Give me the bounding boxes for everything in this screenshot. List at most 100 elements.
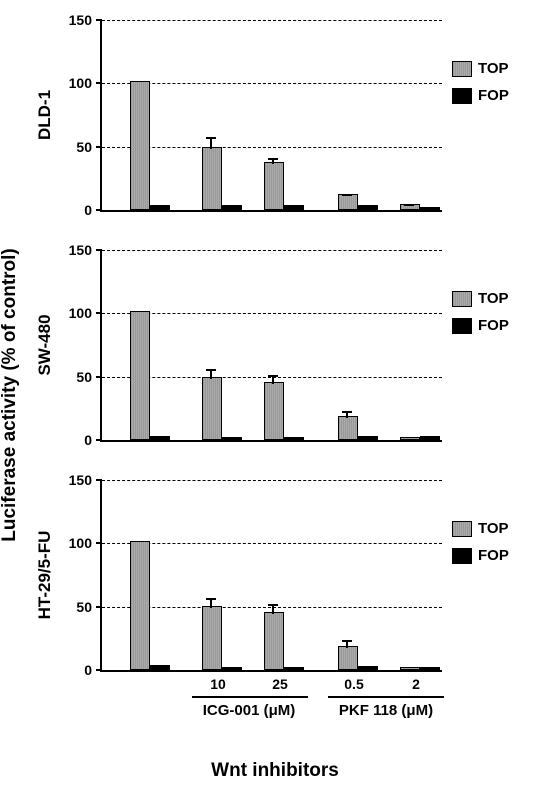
legend-item: FOP: [452, 87, 542, 104]
fop-bar: [150, 205, 170, 210]
fop-bar: [222, 667, 242, 670]
fop-bar: [222, 205, 242, 210]
fop-bar: [358, 666, 378, 670]
top-bar: [130, 541, 150, 670]
xgroup-label: PKF 118 (μM): [339, 702, 433, 719]
error-cap: [268, 158, 278, 160]
legend-label: TOP: [478, 290, 509, 307]
error-cap: [206, 137, 216, 139]
ytick-mark: [96, 669, 102, 671]
top-bar: [202, 377, 222, 440]
top-bar: [202, 606, 222, 670]
chart-panel: SW-480: [100, 250, 440, 440]
ytick-label: 50: [52, 599, 92, 615]
top-bar: [202, 147, 222, 210]
gridline: [102, 20, 442, 21]
xgroup-label: ICG-001 (μM): [203, 702, 296, 719]
ytick-mark: [96, 19, 102, 21]
top-bar: [338, 646, 358, 670]
legend-item: FOP: [452, 547, 542, 564]
top-bar: [130, 81, 150, 210]
gridline: [102, 313, 442, 314]
error-cap: [206, 369, 216, 371]
error-cap: [342, 640, 352, 642]
gridline: [102, 83, 442, 84]
xtick-label: 0.5: [344, 676, 363, 692]
fop-bar: [358, 436, 378, 440]
ytick-mark: [96, 542, 102, 544]
fop-bar: [284, 667, 304, 670]
ytick-mark: [96, 439, 102, 441]
fop-bar: [420, 207, 440, 210]
top-bar: [264, 162, 284, 210]
gridline: [102, 147, 442, 148]
fop-bar: [150, 665, 170, 670]
error-cap: [268, 604, 278, 606]
ytick-label: 50: [52, 369, 92, 385]
ytick-label: 100: [52, 305, 92, 321]
legend-item: TOP: [452, 60, 542, 77]
legend-label: FOP: [478, 317, 509, 334]
top-bar: [400, 437, 420, 440]
fop-bar: [420, 436, 440, 440]
error-cap: [342, 411, 352, 413]
legend: TOP FOP: [452, 290, 542, 344]
legend-swatch: [452, 88, 472, 104]
fop-bar: [358, 205, 378, 210]
xgroup-bracket: [328, 696, 444, 698]
ytick-mark: [96, 479, 102, 481]
fop-bar: [150, 436, 170, 440]
fop-bar: [222, 437, 242, 440]
ytick-label: 150: [52, 242, 92, 258]
legend-item: FOP: [452, 317, 542, 334]
fop-bar: [284, 437, 304, 440]
ytick-label: 0: [52, 432, 92, 448]
ytick-label: 150: [52, 472, 92, 488]
x-axis-title: Wnt inhibitors: [211, 760, 339, 782]
legend-label: FOP: [478, 87, 509, 104]
ytick-mark: [96, 312, 102, 314]
legend-item: TOP: [452, 290, 542, 307]
ytick-label: 100: [52, 75, 92, 91]
error-cap: [206, 598, 216, 600]
top-bar: [264, 612, 284, 670]
fop-bar: [420, 667, 440, 670]
ytick-label: 150: [52, 12, 92, 28]
plot-area: [100, 480, 442, 672]
xtick-label: 10: [210, 676, 226, 692]
ytick-mark: [96, 606, 102, 608]
ytick-mark: [96, 146, 102, 148]
xtick-label: 2: [412, 676, 420, 692]
ytick-label: 50: [52, 139, 92, 155]
ytick-label: 0: [52, 202, 92, 218]
plot-area: [100, 250, 442, 442]
ytick-mark: [96, 209, 102, 211]
legend-swatch: [452, 61, 472, 77]
ytick-mark: [96, 249, 102, 251]
top-bar: [130, 311, 150, 440]
top-bar: [400, 667, 420, 670]
top-bar: [264, 382, 284, 440]
plot-area: [100, 20, 442, 212]
figure: Luciferase activity (% of control) DLD-1…: [0, 0, 550, 790]
legend-swatch: [452, 291, 472, 307]
ytick-mark: [96, 376, 102, 378]
legend-item: TOP: [452, 520, 542, 537]
error-cap: [268, 375, 278, 377]
top-bar: [338, 416, 358, 440]
legend-swatch: [452, 548, 472, 564]
panel-label: SW-480: [35, 314, 55, 375]
top-bar: [338, 194, 358, 210]
gridline: [102, 250, 442, 251]
legend-label: TOP: [478, 520, 509, 537]
ytick-label: 100: [52, 535, 92, 551]
xtick-label: 25: [272, 676, 288, 692]
gridline: [102, 480, 442, 481]
gridline: [102, 543, 442, 544]
legend: TOP FOP: [452, 60, 542, 114]
panel-label: DLD-1: [35, 90, 55, 140]
legend: TOP FOP: [452, 520, 542, 574]
error-cap: [404, 204, 414, 206]
ytick-label: 0: [52, 662, 92, 678]
legend-label: FOP: [478, 547, 509, 564]
